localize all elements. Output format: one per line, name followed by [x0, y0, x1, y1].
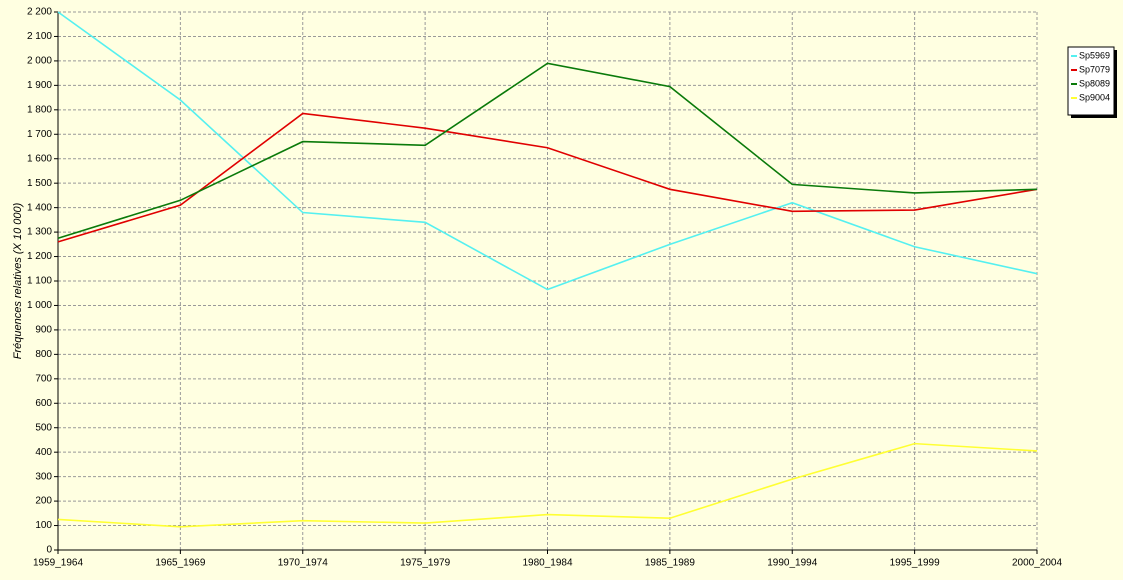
- y-tick-label: 1 000: [27, 300, 52, 311]
- y-tick-label: 300: [35, 471, 52, 482]
- y-axis-label: Fréquences relatives (X 10 000): [12, 202, 24, 359]
- x-tick-label: 2000_2004: [1012, 558, 1062, 569]
- y-tick-label: 1 400: [27, 202, 52, 213]
- y-tick-label: 0: [46, 545, 52, 556]
- y-tick-label: 2 000: [27, 56, 52, 67]
- y-tick-label: 1 600: [27, 153, 52, 164]
- y-tick-label: 1 700: [27, 129, 52, 140]
- y-tick-label: 1 300: [27, 227, 52, 238]
- x-tick-label: 1995_1999: [890, 558, 940, 569]
- y-tick-label: 500: [35, 422, 52, 433]
- y-tick-label: 1 500: [27, 178, 52, 189]
- x-tick-label: 1975_1979: [400, 558, 450, 569]
- x-tick-label: 1965_1969: [155, 558, 205, 569]
- legend-label: Sp5969: [1079, 50, 1110, 60]
- series-line: [57, 11, 1038, 291]
- legend-label: Sp8089: [1079, 78, 1110, 88]
- y-tick-label: 1 200: [27, 251, 52, 262]
- series-line: [57, 442, 1038, 528]
- y-tick-label: 800: [35, 349, 52, 360]
- x-tick-label: 1959_1964: [33, 558, 83, 569]
- y-tick-label: 600: [35, 398, 52, 409]
- legend: [1067, 46, 1115, 116]
- y-tick-label: 400: [35, 447, 52, 458]
- y-tick-label: 1 800: [27, 104, 52, 115]
- x-tick-label: 1980_1984: [522, 558, 572, 569]
- y-tick-label: 2 200: [27, 7, 52, 18]
- y-tick-label: 100: [35, 520, 52, 531]
- series-line: [57, 112, 1038, 243]
- y-tick-label: 700: [35, 373, 52, 384]
- x-tick-label: 1985_1989: [645, 558, 695, 569]
- y-tick-label: 900: [35, 325, 52, 336]
- y-tick-label: 1 900: [27, 80, 52, 91]
- x-tick-label: 1990_1994: [767, 558, 817, 569]
- series-line: [57, 62, 1038, 239]
- y-tick-label: 1 100: [27, 276, 52, 287]
- y-tick-label: 2 100: [27, 31, 52, 42]
- legend-label: Sp9004: [1079, 92, 1110, 102]
- y-tick-label: 200: [35, 496, 52, 507]
- legend-label: Sp7079: [1079, 64, 1110, 74]
- x-tick-label: 1970_1974: [278, 558, 328, 569]
